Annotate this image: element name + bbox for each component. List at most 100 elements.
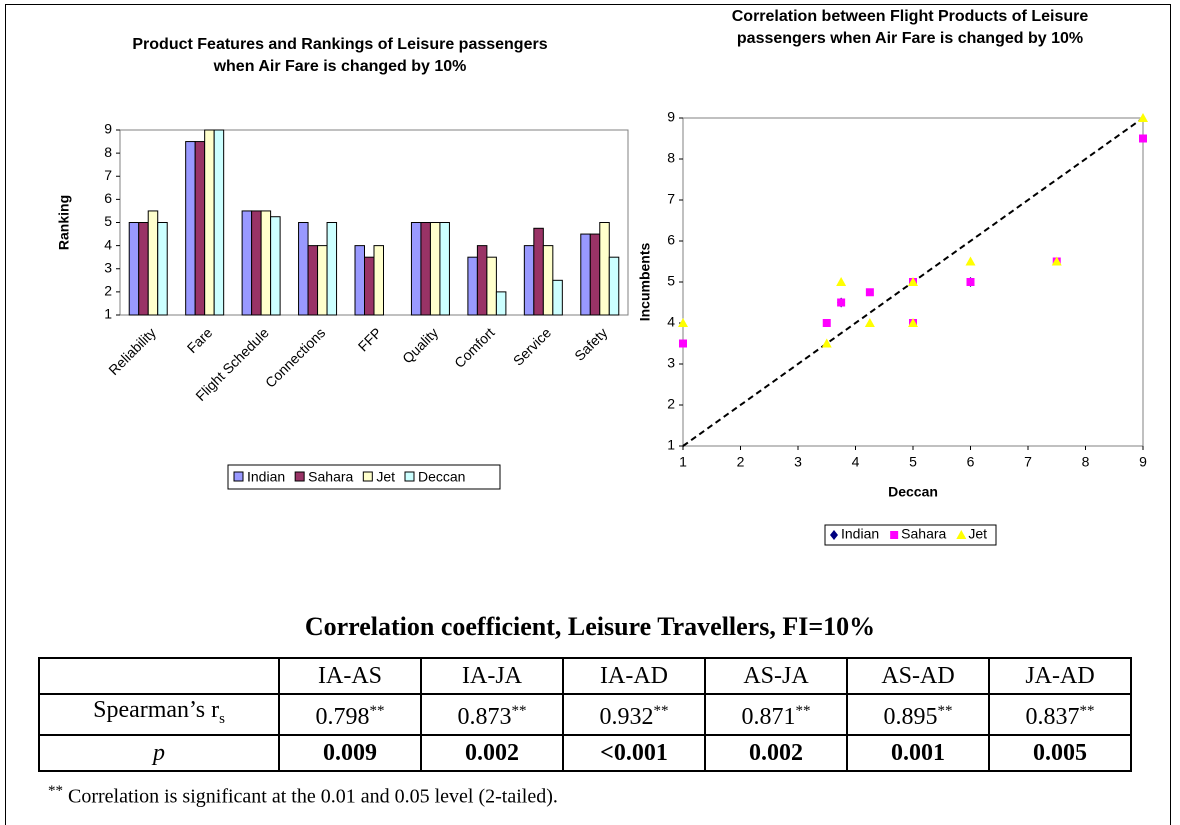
legend: Indian Sahara Jet Deccan [227, 464, 501, 490]
x-tick-label: 1 [679, 454, 687, 470]
column-header: IA-AS [278, 657, 422, 695]
legend-label: Jet [376, 469, 395, 485]
empty-cell [38, 657, 280, 695]
legend-label: Sahara [308, 469, 353, 485]
x-tick-label: Safety [571, 324, 610, 363]
bar [429, 222, 441, 316]
bar [128, 222, 140, 316]
bar [476, 245, 488, 316]
y-tick-label: 7 [104, 167, 112, 183]
x-tick-label: Comfort [451, 324, 498, 371]
x-tick-label: Service [510, 324, 554, 368]
y-tick-label: 8 [104, 144, 112, 160]
footnote-marker: ** [48, 783, 63, 799]
point [1139, 134, 1147, 143]
value-cell: 0.002 [420, 733, 564, 772]
bar [533, 227, 544, 316]
value-cell: 0.005 [988, 733, 1132, 772]
bar [213, 129, 225, 316]
legend-label: Jet [968, 526, 987, 542]
y-axis-label: Ranking [56, 195, 72, 250]
bar [157, 222, 168, 316]
y-tick-label: 6 [104, 190, 112, 206]
significance-marker: ** [369, 703, 385, 720]
x-tick-label: Reliability [105, 324, 159, 378]
bar [552, 279, 563, 316]
legend-label: Indian [247, 469, 285, 485]
y-tick-label: 2 [667, 396, 675, 412]
p-row: p 0.009 0.002 <0.001 0.002 0.001 0.005 [38, 733, 1132, 772]
bar [307, 245, 319, 316]
legend-label: Deccan [418, 469, 465, 485]
x-tick-label: Fare [184, 324, 216, 356]
footnote: ** Correlation is significant at the 0.0… [48, 783, 558, 809]
cell-value: 0.002 [465, 739, 519, 766]
bar [373, 245, 384, 316]
column-header: AS-AD [846, 657, 990, 695]
bar [138, 222, 149, 316]
point [678, 318, 688, 327]
legend-box [824, 524, 997, 546]
bar [420, 222, 431, 316]
column-header: IA-AD [562, 657, 706, 695]
value-cell: 0.009 [278, 733, 422, 772]
bar [580, 233, 591, 316]
value-cell: 0.002 [704, 733, 848, 772]
point [865, 288, 874, 297]
cell-value: 0.798 [315, 704, 370, 731]
bar [270, 216, 281, 316]
value-cell: 0.871** [704, 693, 848, 736]
bar [185, 141, 196, 316]
bar [410, 222, 422, 316]
chart-title: Product Features and Rankings of Leisure… [132, 36, 548, 75]
y-tick-label: 1 [667, 437, 675, 453]
bar [241, 210, 253, 316]
point [890, 531, 899, 539]
point [822, 319, 831, 327]
x-tick-label: 5 [909, 454, 917, 470]
x-tick-label: Quality [399, 324, 441, 366]
point [908, 277, 918, 286]
cell-value: 0.871 [741, 704, 796, 731]
point [836, 277, 847, 286]
cell-value: 0.005 [1033, 739, 1087, 766]
point [837, 298, 846, 307]
point [1138, 113, 1148, 122]
bar [326, 222, 338, 316]
legend-swatch [294, 471, 305, 482]
legend-label: Indian [841, 526, 879, 542]
legend-label: Sahara [901, 526, 946, 542]
y-tick-label: 9 [104, 121, 112, 137]
bar [260, 210, 272, 316]
y-tick-label: 3 [667, 355, 675, 371]
point [966, 278, 975, 286]
bar [147, 210, 159, 316]
table-title: Correlation coefficient, Leisure Travell… [304, 612, 876, 641]
y-tick-label: 5 [104, 213, 112, 229]
value-cell: 0.932** [562, 693, 706, 736]
y-axis-label: Incumbents [637, 243, 653, 322]
x-tick-label: 2 [737, 454, 745, 470]
value-cell: 0.895** [846, 693, 990, 736]
row-label-text: Spearman’s r [93, 697, 220, 723]
x-tick-label: 8 [1082, 454, 1090, 470]
value-cell: <0.001 [562, 733, 706, 772]
bar [354, 245, 365, 316]
x-tick-label: 4 [852, 454, 860, 470]
bar [194, 141, 206, 316]
bar [298, 222, 309, 316]
y-tick-label: 6 [667, 232, 675, 248]
cell-value: 0.895 [883, 704, 938, 731]
legend-swatch [233, 471, 244, 482]
y-tick-label: 7 [667, 191, 675, 207]
bar [589, 233, 601, 316]
significance-marker: ** [511, 703, 527, 720]
x-axis-label: Deccan [888, 484, 938, 500]
x-tick-label: Connections [262, 324, 328, 390]
value-cell: 0.837** [988, 693, 1132, 736]
y-tick-label: 9 [667, 109, 675, 125]
y-tick-label: 5 [667, 273, 675, 289]
y-tick-label: 1 [104, 306, 112, 322]
cell-value: 0.837 [1025, 704, 1080, 731]
x-tick-label: 3 [794, 454, 802, 470]
